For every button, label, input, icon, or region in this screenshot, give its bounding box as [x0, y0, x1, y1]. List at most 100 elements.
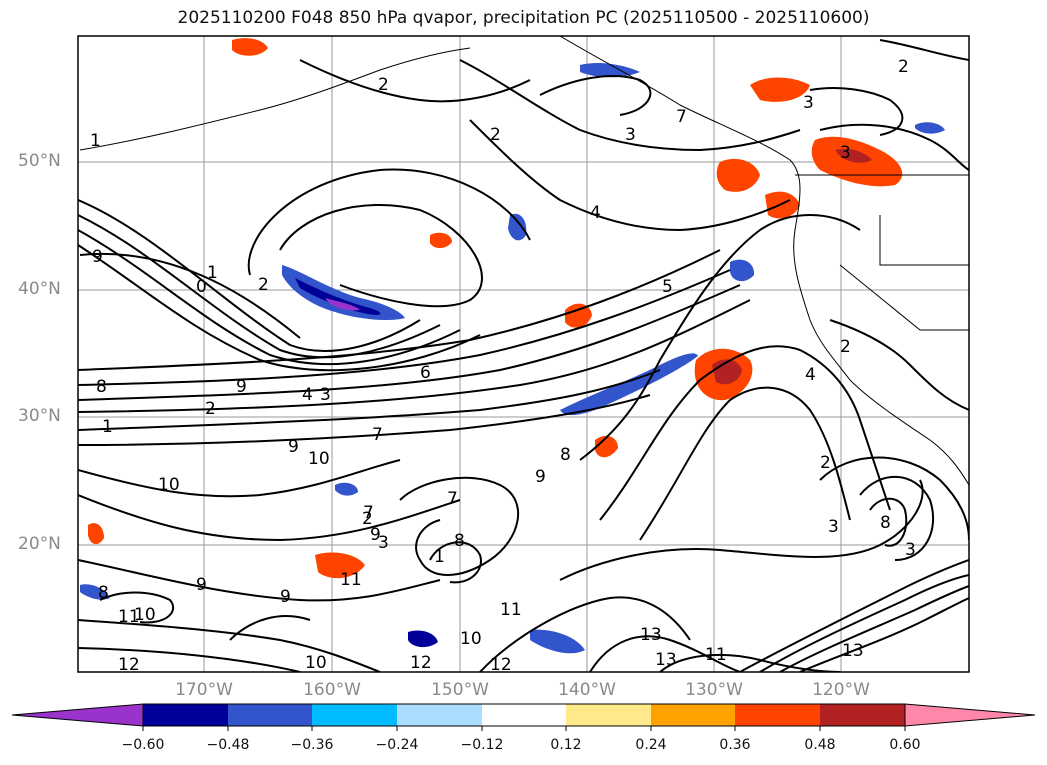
- precip-patch: [560, 353, 698, 416]
- contour-label: 10: [460, 629, 482, 649]
- colorbar-swatch: [482, 704, 566, 726]
- contour-label: 2: [840, 337, 851, 357]
- colorbar-tick-label: 0.60: [889, 737, 921, 753]
- contour-label: 8: [98, 583, 109, 603]
- contour-label: 7: [363, 503, 374, 523]
- colorbar-swatch: [566, 704, 651, 726]
- precip-patch: [595, 435, 618, 458]
- coastlines: [79, 36, 969, 486]
- contour-label: 2: [898, 57, 909, 77]
- contour-label: 10: [308, 449, 330, 469]
- colorbar-extend-left: [11, 703, 144, 727]
- lon-label-140w: 140°W: [558, 680, 616, 700]
- contour-label: 3: [828, 517, 839, 537]
- lat-label-50n: 50°N: [18, 151, 61, 171]
- colorbar-swatch: [228, 704, 312, 726]
- colorbar-tick-label: 0.24: [635, 737, 667, 753]
- contour-label: 2: [258, 275, 269, 295]
- contour-label: 10: [158, 475, 180, 495]
- precip-patch: [335, 482, 358, 496]
- contour-label: 9: [370, 525, 381, 545]
- contour-label: 2: [362, 509, 373, 529]
- colorbar-swatch: [397, 704, 482, 726]
- contour-label: 1: [207, 263, 218, 283]
- contour-label: 3: [625, 125, 636, 145]
- map-frame: [77, 35, 970, 673]
- precip-patch: [565, 303, 592, 328]
- precip-patch: [80, 584, 110, 600]
- precip-patch: [315, 552, 365, 579]
- contour-label: 9: [196, 575, 207, 595]
- lon-label-170w: 170°W: [175, 680, 233, 700]
- precip-patch: [88, 523, 104, 545]
- colorbar-swatch: [651, 704, 735, 726]
- contour-label: 13: [640, 625, 662, 645]
- precip-shading: [80, 38, 945, 654]
- contour-label: 9: [92, 247, 103, 267]
- precip-patch: [716, 158, 760, 192]
- precip-patch: [408, 630, 438, 648]
- lon-label-120w: 120°W: [812, 680, 870, 700]
- contour-label: 11: [705, 645, 727, 665]
- contour-label: 10: [134, 605, 156, 625]
- map-title: 2025110200 F048 850 hPa qvapor, precipit…: [177, 8, 870, 28]
- contour-label: 1: [434, 547, 445, 567]
- precip-patch: [730, 259, 755, 282]
- contour-label: 5: [662, 277, 673, 297]
- contour-label: 1: [90, 131, 101, 151]
- colorbar-swatch: [820, 704, 905, 726]
- precip-patch: [835, 148, 872, 163]
- colorbar: [11, 703, 1036, 731]
- precip-patch: [915, 122, 945, 134]
- lat-label-40n: 40°N: [18, 279, 61, 299]
- contour-labels: 2 2 3 3 3 2 4 5 1 0 2 1 9 9 8 2 4 6 3 1 …: [90, 57, 916, 675]
- precip-patch: [580, 62, 640, 78]
- contour-label: 9: [535, 467, 546, 487]
- colorbar-tick-label: −0.12: [460, 737, 504, 753]
- lat-label-30n: 30°N: [18, 406, 61, 426]
- precip-patch: [765, 191, 800, 219]
- precip-patch: [295, 278, 381, 315]
- precip-patch: [232, 38, 268, 56]
- colorbar-tick-label: −0.36: [290, 737, 334, 753]
- contour-label: 12: [490, 655, 512, 675]
- colorbar-tick-label: −0.48: [206, 737, 250, 753]
- colorbar-tick-label: 0.48: [804, 737, 836, 753]
- contour-label: 7: [447, 489, 458, 509]
- contour-label: 3: [840, 143, 851, 163]
- precip-patch: [508, 213, 527, 241]
- contour-label: 11: [340, 570, 362, 590]
- contour-label: 0: [196, 277, 207, 297]
- contour-label: 9: [280, 587, 291, 607]
- precip-patch: [430, 232, 452, 249]
- contour-label: 13: [842, 641, 864, 661]
- contour-label: 4: [590, 203, 601, 223]
- lat-label-20n: 20°N: [18, 534, 61, 554]
- contour-label: 8: [560, 445, 571, 465]
- contour-label: 9: [288, 437, 299, 457]
- contour-label: 4: [302, 385, 313, 405]
- precip-patch: [282, 265, 405, 320]
- contour-label: 12: [118, 655, 140, 675]
- contour-label: 1: [102, 417, 113, 437]
- contour-label: 2: [378, 75, 389, 95]
- contour-label: 8: [454, 531, 465, 551]
- contour-label: 13: [655, 650, 677, 670]
- contour-label: 3: [905, 540, 916, 560]
- lon-label-130w: 130°W: [685, 680, 743, 700]
- contour-label: 10: [305, 653, 327, 673]
- precip-patch: [530, 629, 585, 654]
- contour-label: 6: [420, 363, 431, 383]
- precip-patch: [750, 77, 810, 102]
- contour-label: 2: [820, 453, 831, 473]
- contour-label: 3: [803, 93, 814, 113]
- contour-label: 3: [378, 533, 389, 553]
- contour-label: 12: [410, 653, 432, 673]
- contour-label: 3: [320, 385, 331, 405]
- contour-label: 2: [205, 399, 216, 419]
- colorbar-tick-label: −0.24: [375, 737, 419, 753]
- colorbar-swatch: [143, 704, 228, 726]
- lon-label-150w: 150°W: [431, 680, 489, 700]
- contour-label: 11: [500, 600, 522, 620]
